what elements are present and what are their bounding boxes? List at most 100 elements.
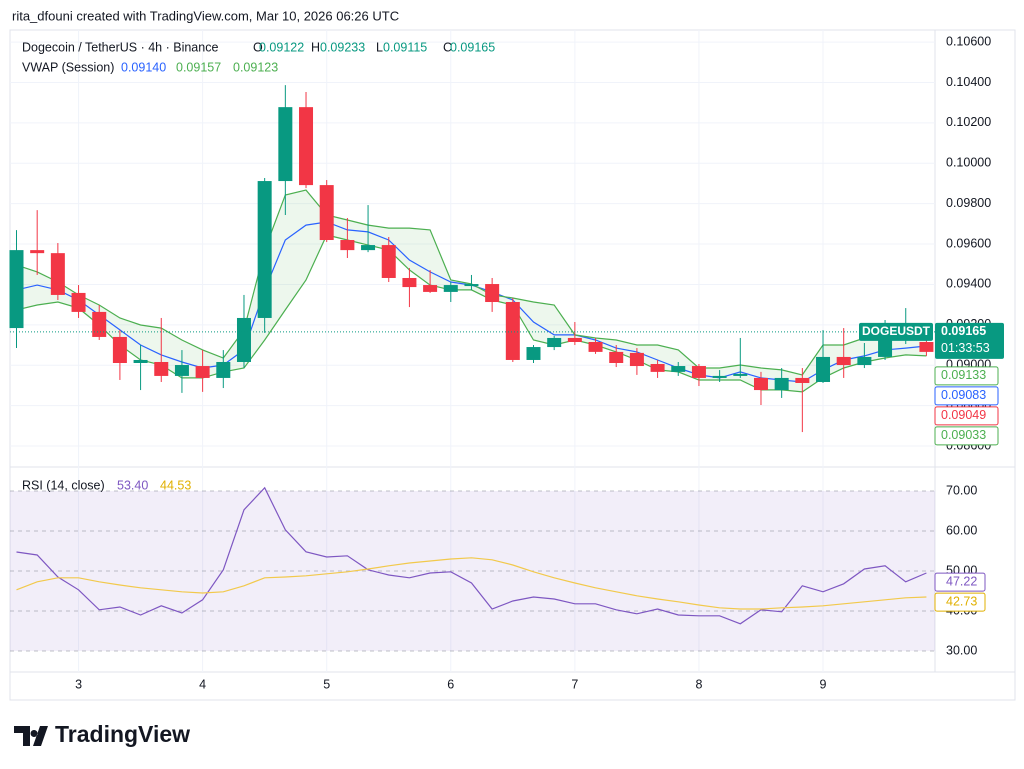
y-tick-label: 0.10200	[946, 115, 991, 129]
candle-body	[464, 284, 479, 287]
countdown: 01:33:53	[941, 341, 990, 355]
y-tick-label: 0.09800	[946, 196, 991, 210]
logo-text: TradingView	[55, 721, 190, 747]
candle-body	[340, 240, 355, 251]
rsi-tag-box	[934, 572, 986, 592]
y-tick-label: 70.00	[946, 483, 977, 497]
candle-body	[257, 181, 272, 318]
price-tag-label: 0.09033	[941, 428, 986, 442]
candle-body	[816, 356, 831, 382]
ohlc-value: 0.09165	[450, 40, 495, 54]
candle-body	[9, 250, 24, 329]
candle-body	[71, 292, 86, 312]
candle-body	[857, 356, 872, 366]
pane: 0.10600 0.10400 0.10200 0.10000 0.09800 0.096…	[9, 30, 991, 467]
candle-body	[423, 285, 438, 292]
price-tag-label: 0.09049	[941, 408, 986, 422]
candle-body	[547, 337, 562, 348]
candle-body	[381, 245, 396, 278]
candle-body	[30, 250, 45, 254]
candle-body	[112, 336, 127, 364]
candle-body	[774, 377, 789, 391]
price-tag-box	[934, 426, 999, 446]
y-tick-label: 60.00	[946, 523, 977, 537]
rsi-tags: 47.22 42.73	[934, 572, 986, 612]
y-tick-label: 30.00	[946, 643, 977, 657]
candle-body	[236, 317, 251, 362]
price-tag-label: 0.09133	[941, 368, 986, 382]
rsi-tag-label: 47.22	[946, 574, 977, 588]
x-tick-label: 4	[199, 677, 206, 691]
candle-body	[753, 377, 768, 391]
y-tick-label: 0.10600	[946, 34, 991, 48]
rsi-tag-box	[934, 592, 986, 612]
x-tick-label: 7	[571, 677, 578, 691]
y-tick-label: 0.10000	[946, 156, 991, 170]
candle-body	[795, 377, 810, 383]
candle-body	[878, 339, 893, 357]
candle-body	[195, 366, 210, 378]
candle-body	[733, 373, 748, 376]
ohlc-value: 0.09115	[383, 40, 427, 54]
indicator-value: 0.09157	[176, 60, 221, 74]
ohlc-key: C	[443, 40, 452, 54]
candle-body	[629, 352, 644, 367]
x-tick-label: 8	[695, 677, 702, 691]
panes: 0.10600 0.10400 0.10200 0.10000 0.09800 0.096…	[9, 29, 1016, 701]
candle-body	[567, 337, 582, 342]
candle-body	[485, 284, 500, 303]
indicator-title: VWAP (Session)	[22, 60, 114, 74]
candle-body	[609, 351, 624, 364]
current-price: 0.09165	[941, 324, 986, 338]
price-box	[935, 322, 1004, 359]
x-tick-label: 9	[820, 677, 827, 691]
candle-body	[443, 285, 458, 292]
candle-body	[154, 361, 169, 376]
rsi-title: RSI (14, close)	[22, 478, 105, 492]
candle-body	[50, 253, 65, 295]
candle-body	[919, 341, 934, 352]
current-price-tag: DOGEUSDT 0.09165 01:33:53 0.09133 0.09083 0.0…	[859, 322, 1004, 446]
ohlc-key: L	[376, 40, 383, 54]
candle-body	[671, 366, 686, 372]
logo-mark	[14, 726, 48, 746]
overlay: Dogecoin / TetherUS · 4h · Binance O 0.0…	[22, 40, 495, 492]
candle-body	[92, 311, 107, 337]
candle-body	[526, 347, 541, 360]
ohlc-key: H	[311, 40, 320, 54]
candle-body	[650, 364, 665, 372]
attribution: rita_dfouni created with TradingView.com…	[12, 8, 399, 23]
price-tag-label: 0.09083	[941, 388, 986, 402]
ohlc-key: O	[253, 40, 263, 54]
candle-body	[361, 245, 376, 251]
symbol-box	[859, 322, 933, 341]
price-tag-box	[934, 366, 999, 386]
x-tick-label: 6	[447, 677, 454, 691]
candle-body	[319, 185, 334, 241]
y-tick-label: 0.09400	[946, 277, 991, 291]
candle-body	[505, 302, 520, 360]
y-tick-label: 0.09600	[946, 236, 991, 250]
candle-body	[133, 359, 148, 364]
candle-body	[588, 341, 603, 352]
price-tag-box	[934, 386, 999, 406]
candle-body	[402, 277, 417, 288]
y-tick-label: 0.10400	[946, 75, 991, 89]
x-tick-label: 5	[323, 677, 330, 691]
candle-body	[836, 356, 851, 366]
logo: TradingView	[14, 721, 190, 747]
ohlc-value: 0.09122	[259, 40, 304, 54]
candle-body	[174, 365, 189, 376]
indicator-value: 0.09123	[233, 60, 278, 74]
x-tick-label: 3	[75, 677, 82, 691]
rsi-value: 44.53	[160, 478, 191, 492]
price-tag-box	[934, 406, 999, 426]
rsi-line	[16, 486, 927, 625]
candle-body	[216, 361, 231, 378]
candle-body	[299, 107, 314, 186]
symbol-label: DOGEUSDT	[862, 324, 931, 338]
rsi-line	[16, 557, 927, 610]
